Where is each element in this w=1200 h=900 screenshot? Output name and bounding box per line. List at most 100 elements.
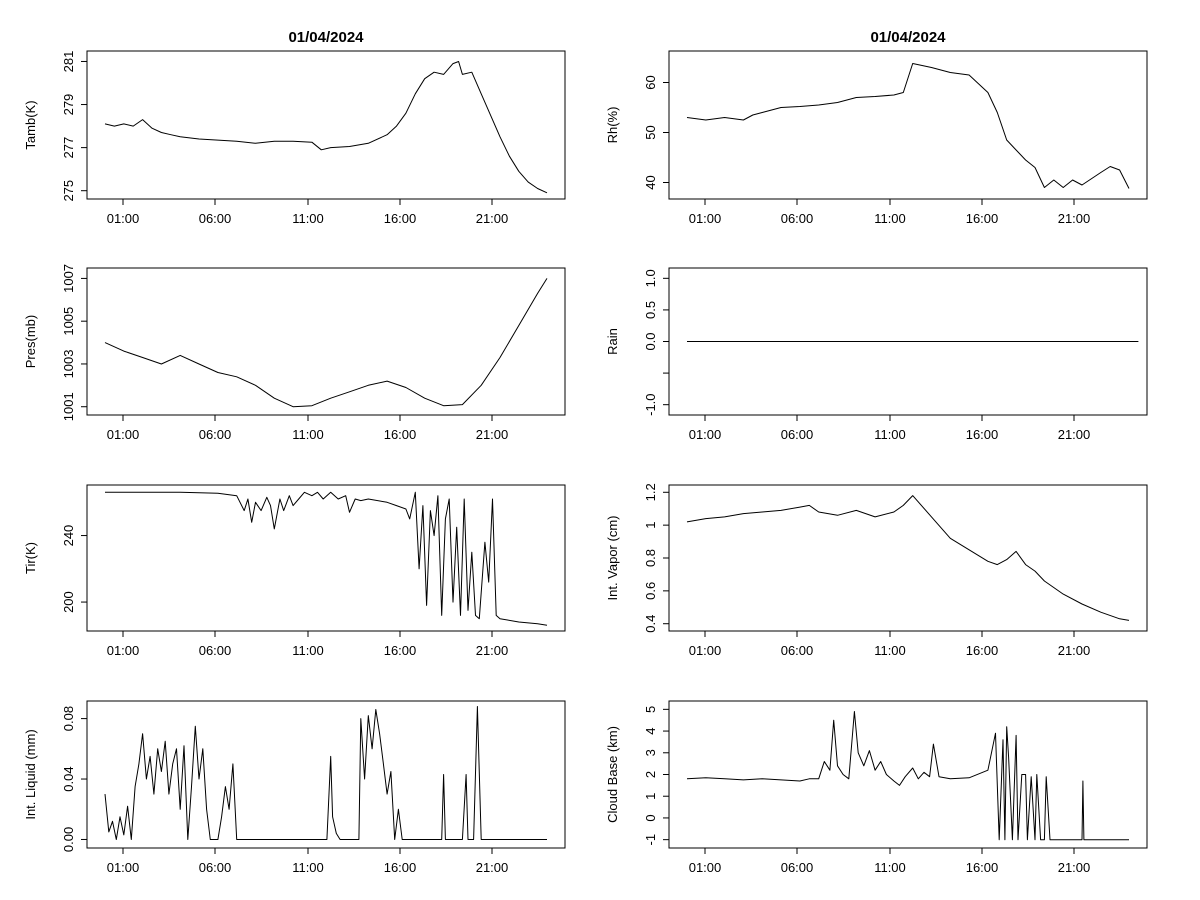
y-axis-label: Tamb(K) [23,100,38,149]
panel-7: 01:00 06:00 11:00 16:00 21:00 0.00 0.04 0.08 Int… [23,700,566,875]
panel-5: 01:00 06:00 11:00 16:00 21:00 200 240 Tir(K) [23,484,566,658]
x-tick-label: 06:00 [781,860,814,875]
y-tick-label: 1003 [61,349,76,378]
y-tick-label: 4 [643,727,658,734]
panel-3: 01:00 06:00 11:00 16:00 21:00 1001 1003 1005 100… [23,264,566,442]
y-tick-label: 5 [643,706,658,713]
x-tick-label: 01:00 [689,427,722,442]
x-tick-label: 01:00 [689,211,722,226]
panel-1: 01/04/2024 01:00 06:00 11:00 16:00 21:00 275 27… [23,29,566,226]
y-tick-label: -1 [643,834,658,846]
y-tick-label: 0.6 [643,582,658,600]
x-tick-label: 16:00 [966,211,999,226]
y-tick-label: 60 [643,75,658,89]
y-tick-label: 40 [643,175,658,189]
y-tick-label: 1 [643,793,658,800]
x-tick-label: 11:00 [292,860,324,875]
x-tick-label: 11:00 [874,211,906,226]
y-tick-label: 0.08 [61,706,76,731]
y-tick-label: 1001 [61,392,76,421]
plot-frame [86,700,566,849]
y-tick-label: -1.0 [643,393,658,415]
x-tick-label: 01:00 [107,427,140,442]
x-tick-label: 21:00 [476,860,509,875]
y-tick-label: 0.8 [643,549,658,567]
panel-title: 01/04/2024 [288,29,364,46]
x-tick-label: 01:00 [107,643,140,658]
y-tick-label: 50 [643,125,658,139]
panel-4: 01:00 06:00 11:00 16:00 21:00 -1.0 0.0 0.5 1.0 Ra… [605,267,1148,442]
x-tick-label: 21:00 [476,211,509,226]
x-tick-label: 16:00 [384,643,417,658]
plot-frame [86,50,566,200]
y-tick-label: 3 [643,749,658,756]
series-line [104,706,547,840]
x-tick-label: 06:00 [199,211,232,226]
x-tick-label: 21:00 [476,643,509,658]
series-line [104,278,548,408]
y-tick-label: 275 [61,180,76,202]
plot-frame [86,267,566,416]
y-tick-label: 2 [643,771,658,778]
series-line [686,711,1129,841]
panel-8: 01:00 06:00 11:00 16:00 21:00 -1 0 1 2 3 4 5 Cloud B… [605,700,1148,875]
x-tick-label: 11:00 [874,860,906,875]
x-tick-label: 16:00 [384,860,417,875]
x-tick-label: 21:00 [1058,211,1091,226]
x-tick-label: 01:00 [107,211,140,226]
x-tick-label: 16:00 [966,643,999,658]
x-tick-label: 21:00 [476,427,509,442]
series-line [105,491,548,626]
x-tick-label: 16:00 [384,427,417,442]
x-tick-label: 11:00 [292,211,324,226]
x-tick-label: 16:00 [384,211,417,226]
y-axis-label: Cloud Base (km) [605,726,620,823]
y-axis-label: Rain [605,328,620,355]
y-tick-label: 1005 [61,307,76,336]
series-line [104,61,548,194]
x-tick-label: 01:00 [689,860,722,875]
panel-title: 01/04/2024 [870,29,946,46]
x-tick-label: 06:00 [781,211,814,226]
y-tick-label: 1 [643,522,658,529]
y-tick-label: 0.4 [643,615,658,633]
y-axis-label: Int. Liquid (mm) [23,729,38,819]
y-axis-label: Rh(%) [605,107,620,144]
x-tick-label: 11:00 [292,427,324,442]
x-tick-label: 11:00 [292,643,324,658]
y-tick-label: 240 [61,525,76,547]
y-tick-label: 0.5 [643,301,658,319]
x-tick-label: 16:00 [966,427,999,442]
y-tick-label: 0.00 [61,827,76,852]
y-tick-label: 1.2 [643,483,658,501]
x-tick-label: 21:00 [1058,860,1091,875]
x-tick-label: 06:00 [199,427,232,442]
x-tick-label: 06:00 [199,860,232,875]
panel-2: 01/04/2024 01:00 06:00 11:00 16:00 21:00 40 50 6… [605,29,1148,226]
y-tick-label: 0.04 [61,766,76,791]
y-axis-label: Pres(mb) [23,315,38,368]
y-tick-label: 1007 [61,264,76,293]
x-tick-label: 06:00 [781,643,814,658]
y-tick-label: 281 [61,51,76,73]
plot-frame [668,50,1148,200]
x-tick-label: 21:00 [1058,427,1091,442]
x-tick-label: 16:00 [966,860,999,875]
x-tick-label: 06:00 [199,643,232,658]
y-tick-label: 0.0 [643,332,658,350]
x-tick-label: 01:00 [689,643,722,658]
y-tick-label: 277 [61,137,76,159]
y-axis-label: Int. Vapor (cm) [605,515,620,600]
panel-6: 01:00 06:00 11:00 16:00 21:00 0.4 0.6 0.8 1 1.2 In… [605,483,1148,658]
y-axis-label: Tir(K) [23,542,38,574]
x-tick-label: 01:00 [107,860,140,875]
x-tick-label: 21:00 [1058,643,1091,658]
x-tick-label: 11:00 [874,643,906,658]
y-tick-label: 200 [61,591,76,613]
x-tick-label: 06:00 [781,427,814,442]
y-tick-label: 0 [643,814,658,821]
series-line [686,63,1130,189]
x-tick-label: 11:00 [874,427,906,442]
